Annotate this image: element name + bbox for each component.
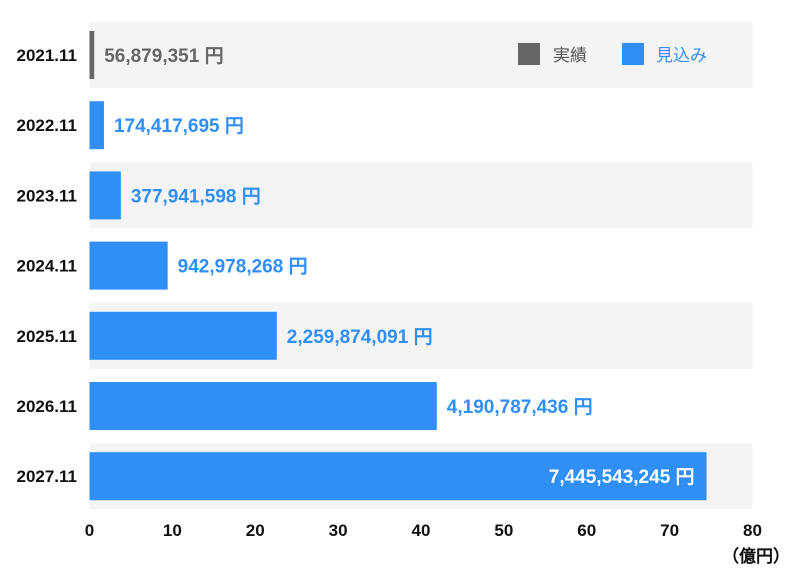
legend-label: 見込み — [656, 46, 707, 65]
x-axis-unit-label: （億円） — [722, 546, 790, 566]
x-tick-label: 0 — [85, 521, 94, 540]
x-tick-label: 10 — [163, 521, 182, 540]
category-label: 2024.11 — [16, 257, 77, 276]
value-label: 377,941,598 円 — [131, 186, 261, 207]
category-label: 2023.11 — [16, 186, 77, 205]
x-axis-ticks: 0 10 20 30 40 50 60 70 80 — [85, 521, 762, 540]
x-tick-label: 30 — [329, 521, 348, 540]
bar-2027.11 — [89, 452, 707, 501]
value-label: 7,445,543,245 円 — [549, 467, 695, 488]
value-labels: 56,879,351 円 174,417,695 円 377,941,598 円 94… — [104, 46, 694, 488]
value-label: 4,190,787,436 円 — [447, 397, 593, 418]
category-label: 2026.11 — [16, 397, 77, 416]
x-tick-label: 70 — [660, 521, 679, 540]
value-label: 2,259,874,091 円 — [287, 327, 433, 348]
x-tick-label: 60 — [577, 521, 596, 540]
category-labels: 2021.11 2022.11 2023.11 2024.11 2025.11 2026.… — [16, 46, 77, 486]
bars — [89, 31, 707, 501]
category-label: 2025.11 — [16, 327, 77, 346]
legend-swatch-forecast — [622, 43, 644, 65]
value-label: 174,417,695 円 — [114, 116, 244, 137]
category-label: 2027.11 — [16, 467, 77, 486]
legend-swatch-actual — [518, 43, 540, 65]
legend-label: 実績 — [553, 46, 587, 65]
bar-2022.11 — [89, 101, 104, 150]
x-tick-label: 80 — [743, 521, 762, 540]
value-label: 942,978,268 円 — [178, 257, 308, 278]
bar-2023.11 — [89, 171, 121, 220]
value-label: 56,879,351 円 — [104, 46, 223, 67]
legend: 実績 見込み — [518, 43, 707, 65]
x-tick-label: 50 — [494, 521, 513, 540]
category-label: 2021.11 — [16, 46, 77, 65]
x-tick-label: 40 — [412, 521, 431, 540]
bar-2024.11 — [89, 241, 168, 290]
bar-2025.11 — [89, 311, 277, 360]
category-label: 2022.11 — [16, 116, 77, 135]
bar-2026.11 — [89, 382, 437, 430]
x-tick-label: 20 — [246, 521, 265, 540]
row-band — [89, 162, 753, 229]
bar-2021.11 — [89, 31, 95, 79]
